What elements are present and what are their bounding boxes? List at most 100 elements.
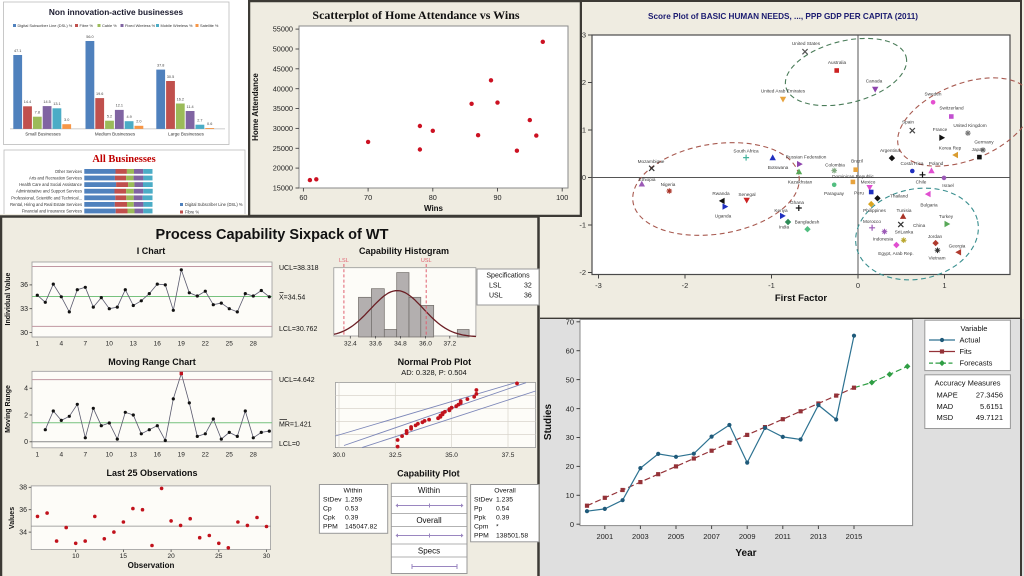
svg-text:Mozambique: Mozambique [638,159,665,164]
svg-text:Forecasts: Forecasts [960,359,993,368]
svg-text:Capability Plot: Capability Plot [397,469,460,479]
svg-text:2: 2 [24,412,28,419]
svg-text:Ethiopia: Ethiopia [639,177,656,182]
svg-text:2.0: 2.0 [136,120,141,124]
svg-text:4.9: 4.9 [126,115,131,119]
svg-text:Values: Values [9,507,16,529]
svg-text:Medium Businesses: Medium Businesses [95,132,136,137]
svg-text:20: 20 [167,553,175,560]
svg-text:2007: 2007 [703,532,720,541]
svg-text:Ghana: Ghana [790,200,804,205]
svg-text:2015: 2015 [846,532,863,541]
svg-text:SriLanka: SriLanka [895,230,914,235]
svg-text:X=34.54: X=34.54 [279,295,305,302]
svg-text:4: 4 [59,452,63,459]
svg-text:Indonesia: Indonesia [873,237,894,242]
svg-text:70: 70 [566,319,574,327]
svg-text:1: 1 [35,452,39,459]
svg-text:Cpm: Cpm [474,524,489,531]
svg-text:13: 13 [130,452,138,459]
svg-text:Senegal: Senegal [738,192,755,197]
svg-text:36.0: 36.0 [419,341,432,348]
svg-text:0: 0 [570,520,574,529]
svg-text:Israel: Israel [942,183,953,188]
svg-text:14.5: 14.5 [43,100,50,104]
svg-text:Canada: Canada [866,79,883,84]
svg-text:49.7121: 49.7121 [976,413,1003,422]
svg-text:Scatterplot of Home Attendance: Scatterplot of Home Attendance vs Wins [312,8,520,22]
svg-text:2005: 2005 [668,532,685,541]
svg-text:Moving Range: Moving Range [5,385,12,433]
svg-text:27.3456: 27.3456 [976,390,1003,399]
svg-text:Cpk: Cpk [323,515,336,522]
svg-text:Administrative and Support Ser: Administrative and Support Services [16,189,82,194]
svg-text:2011: 2011 [775,532,791,541]
svg-text:Botswana: Botswana [768,165,789,170]
svg-text:14.4: 14.4 [24,100,31,104]
svg-text:Georgia: Georgia [949,244,966,249]
svg-text:South Africa: South Africa [733,149,759,154]
svg-text:Kenya: Kenya [774,208,788,213]
svg-text:Japan: Japan [972,147,985,152]
svg-text:Morocco: Morocco [863,219,881,224]
svg-text:Thailand: Thailand [890,194,908,199]
svg-text:Year: Year [735,548,756,559]
svg-text:10: 10 [106,341,114,348]
svg-text:StDev: StDev [323,497,342,504]
svg-text:25: 25 [226,341,234,348]
svg-text:138501.58: 138501.58 [496,533,528,540]
svg-text:Home Attendance: Home Attendance [251,73,260,141]
svg-text:4: 4 [59,341,63,348]
svg-text:AD: 0.328, P: 0.504: AD: 0.328, P: 0.504 [401,368,466,377]
svg-text:Peru: Peru [854,191,864,196]
svg-text:45000: 45000 [273,64,293,73]
svg-text:4: 4 [24,386,28,393]
svg-text:19: 19 [178,452,186,459]
svg-text:LCL=30.762: LCL=30.762 [279,326,317,333]
svg-text:2013: 2013 [810,532,827,541]
svg-text:Brazil: Brazil [851,159,863,164]
svg-text:10: 10 [106,452,114,459]
svg-text:Moving Range Chart: Moving Range Chart [108,357,196,367]
svg-text:19.6: 19.6 [96,92,103,96]
svg-text:Kazakhstan: Kazakhstan [788,180,813,185]
svg-text:Last 25 Observations: Last 25 Observations [106,468,197,478]
svg-text:Korea Rep: Korea Rep [939,146,962,151]
svg-text:33: 33 [20,306,28,313]
svg-text:Vietnam: Vietnam [928,256,945,261]
svg-text:7.8: 7.8 [35,111,40,115]
svg-text:100: 100 [556,193,568,202]
svg-text:28: 28 [250,452,258,459]
svg-text:47.1: 47.1 [14,49,21,53]
svg-text:Professional, Scientific and T: Professional, Scientific and Technical..… [11,195,82,200]
svg-text:Rental, Hiring and Real Estate: Rental, Hiring and Real Estate Services [10,202,82,207]
svg-text:16: 16 [154,341,162,348]
svg-text:30: 30 [263,553,271,560]
svg-text:2.7: 2.7 [197,119,202,123]
svg-text:Tunisia: Tunisia [897,208,912,213]
svg-text:0.54: 0.54 [496,506,509,513]
svg-text:56.0: 56.0 [86,35,93,39]
svg-text:Uganda: Uganda [715,214,732,219]
svg-text:MAPE: MAPE [937,390,958,399]
svg-text:United Kingdom: United Kingdom [953,123,986,128]
svg-text:32.5: 32.5 [389,452,402,459]
svg-text:United States: United States [792,41,821,46]
svg-text:Philippines: Philippines [863,208,886,213]
svg-text:0.6: 0.6 [207,122,212,126]
svg-text:UCL=38.318: UCL=38.318 [279,265,319,272]
svg-text:UCL=4.642: UCL=4.642 [279,377,315,384]
svg-text:80: 80 [429,193,437,202]
svg-text:30: 30 [566,433,574,442]
svg-text:13: 13 [130,341,138,348]
svg-text:USL: USL [489,293,503,300]
svg-text:-3: -3 [595,281,602,290]
svg-text:1: 1 [35,341,39,348]
svg-text:25000: 25000 [273,144,293,153]
svg-text:StDev: StDev [474,497,493,504]
svg-text:Specifications: Specifications [486,273,530,280]
svg-text:34.8: 34.8 [394,341,407,348]
svg-text:USL: USL [421,258,432,264]
svg-text:34: 34 [19,529,27,536]
svg-text:0.53: 0.53 [345,506,358,513]
